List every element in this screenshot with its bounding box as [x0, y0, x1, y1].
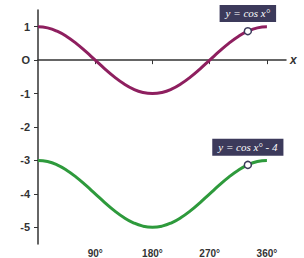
svg-text:O: O: [21, 54, 30, 66]
svg-text:180°: 180°: [142, 248, 163, 258]
svg-text:y = cos x° - 4: y = cos x° - 4: [217, 141, 278, 153]
svg-text:270°: 270°: [199, 248, 220, 258]
svg-text:1: 1: [24, 21, 30, 33]
svg-text:y = cos x°: y = cos x°: [225, 7, 271, 19]
svg-text:-5: -5: [20, 221, 30, 233]
svg-text:-3: -3: [20, 154, 30, 166]
svg-text:-1: -1: [20, 88, 30, 100]
svg-text:360°: 360°: [257, 248, 278, 258]
svg-text:-2: -2: [20, 121, 30, 133]
svg-text:90°: 90°: [88, 248, 103, 258]
svg-text:x: x: [289, 53, 298, 67]
svg-text:-4: -4: [20, 188, 31, 200]
